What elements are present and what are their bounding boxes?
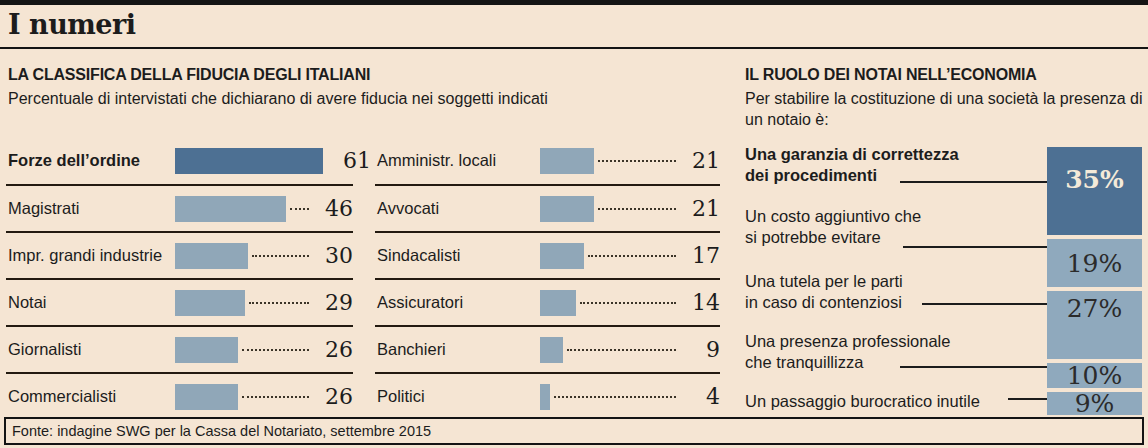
connector-line: [903, 246, 1052, 248]
table-row: Commercialisti 26: [6, 372, 353, 419]
category-label: Amministr. locali: [375, 151, 540, 170]
trust-chart-column-1: Forze dell’ordine 61 Magistrati 46 Impr.…: [6, 137, 353, 419]
dotted-leader: [249, 302, 309, 304]
source-text: Fonte: indagine SWG per la Cassa del Not…: [12, 423, 431, 439]
left-section-subtitle: Percentuale di intervistati che dichiara…: [8, 88, 708, 109]
box-presenza-professionale: 10%: [1047, 363, 1142, 388]
box-passaggio-burocratico: 9%: [1047, 392, 1142, 415]
bar-giornalisti: [175, 337, 238, 363]
dotted-leader: [242, 349, 309, 351]
pct-label: 10%: [1067, 361, 1123, 390]
dotted-leader: [242, 396, 309, 398]
right-section-title: IL RUOLO DEI NOTAI NELL’ECONOMIA: [745, 66, 1037, 84]
value-label: 61: [333, 148, 371, 173]
value-label: 46: [315, 196, 353, 221]
dotted-leader: [252, 255, 309, 257]
table-row: Forze dell’ordine 61: [6, 137, 353, 184]
box-garanzia-correttezza: 35%: [1047, 147, 1142, 235]
category-label: Notai: [6, 293, 175, 312]
right-section-subtitle: Per stabilire la costituzione di una soc…: [745, 88, 1148, 130]
dotted-leader: [588, 255, 676, 257]
category-label: Impr. grandi industrie: [6, 246, 175, 265]
category-label: Giornalisti: [6, 340, 175, 359]
box-tutela-parti: 27%: [1047, 291, 1142, 359]
connector-line: [900, 366, 1052, 368]
category-label: Banchieri: [375, 340, 540, 359]
connector-line: [922, 303, 1052, 305]
pct-label: 19%: [1067, 249, 1123, 278]
dotted-leader: [598, 160, 676, 162]
left-section-title: LA CLASSIFICA DELLA FIDUCIA DEGLI ITALIA…: [8, 66, 370, 84]
connector-line: [900, 181, 1052, 183]
value-label: 26: [315, 337, 353, 362]
answer-line: si potrebbe evitare: [745, 227, 921, 248]
value-label: 17: [682, 243, 720, 268]
box-costo-aggiuntivo: 19%: [1047, 239, 1142, 287]
answer-label: Una tutela per le parti in caso di conte…: [745, 271, 903, 313]
top-rule: [0, 0, 1148, 5]
value-label: 30: [315, 243, 353, 268]
table-row: Politici 4: [375, 372, 720, 419]
table-row: Assicuratori 14: [375, 278, 720, 325]
answer-line: Una tutela per le parti: [745, 271, 903, 292]
pct-label: 35%: [1065, 165, 1124, 194]
answer-line: Una presenza professionale: [745, 331, 950, 352]
category-label: Magistrati: [6, 199, 175, 218]
dotted-leader: [290, 208, 309, 210]
answer-line: in caso di contenziosi: [745, 292, 903, 313]
bar-impr-grandi-industrie: [175, 243, 248, 269]
dotted-leader: [554, 396, 676, 398]
value-label: 4: [682, 384, 720, 409]
table-row: Banchieri 9: [375, 325, 720, 372]
answer-label: Un passaggio burocratico inutile: [745, 391, 980, 412]
bar-avvocati: [540, 196, 594, 222]
table-row: Magistrati 46: [6, 184, 353, 231]
trust-chart-column-2: Amministr. locali 21 Avvocati 21 Sindaca…: [375, 137, 720, 419]
bar-politici: [540, 384, 550, 410]
answer-line: Una garanzia di correttezza: [745, 144, 959, 165]
source-footer: Fonte: indagine SWG per la Cassa del Not…: [4, 417, 1144, 445]
role-stacked-boxes: 35% 19% 27% 10% 9%: [1047, 147, 1142, 419]
bar-notai: [175, 290, 245, 316]
category-label: Forze dell’ordine: [6, 151, 175, 170]
infographic: I numeri LA CLASSIFICA DELLA FIDUCIA DEG…: [0, 0, 1148, 448]
table-row: Avvocati 21: [375, 184, 720, 231]
bar-magistrati: [175, 196, 286, 222]
category-label: Sindacalisti: [375, 246, 540, 265]
value-label: 14: [682, 290, 720, 315]
table-row: Amministr. locali 21: [375, 137, 720, 184]
category-label: Avvocati: [375, 199, 540, 218]
category-label: Commercialisti: [6, 387, 175, 406]
table-row: Impr. grandi industrie 30: [6, 231, 353, 278]
pct-label: 9%: [1075, 389, 1115, 418]
value-label: 21: [682, 148, 720, 173]
category-label: Assicuratori: [375, 293, 540, 312]
bar-assicuratori: [540, 290, 576, 316]
answer-line: Un passaggio burocratico inutile: [745, 391, 980, 412]
value-label: 29: [315, 290, 353, 315]
bar-amministr-locali: [540, 148, 594, 174]
answer-label: Un costo aggiuntivo che si potrebbe evit…: [745, 206, 921, 248]
answer-line: Un costo aggiuntivo che: [745, 206, 921, 227]
value-label: 26: [315, 384, 353, 409]
dotted-leader: [567, 349, 676, 351]
table-row: Notai 29: [6, 278, 353, 325]
dotted-leader: [598, 208, 676, 210]
dotted-leader: [580, 302, 676, 304]
pct-label: 27%: [1067, 294, 1123, 323]
connector-line: [1008, 398, 1052, 400]
value-label: 21: [682, 196, 720, 221]
table-row: Sindacalisti 17: [375, 231, 720, 278]
bar-sindacalisti: [540, 243, 584, 269]
bar-commercialisti: [175, 384, 238, 410]
answer-label: Una garanzia di correttezza dei procedim…: [745, 144, 959, 186]
category-label: Politici: [375, 387, 540, 406]
bar-forze-dellordine: [175, 148, 323, 174]
value-label: 9: [682, 337, 720, 362]
answer-line: che tranquillizza: [745, 352, 950, 373]
title-divider: [0, 47, 1148, 49]
table-row: Giornalisti 26: [6, 325, 353, 372]
page-title: I numeri: [8, 9, 136, 40]
bar-banchieri: [540, 337, 563, 363]
